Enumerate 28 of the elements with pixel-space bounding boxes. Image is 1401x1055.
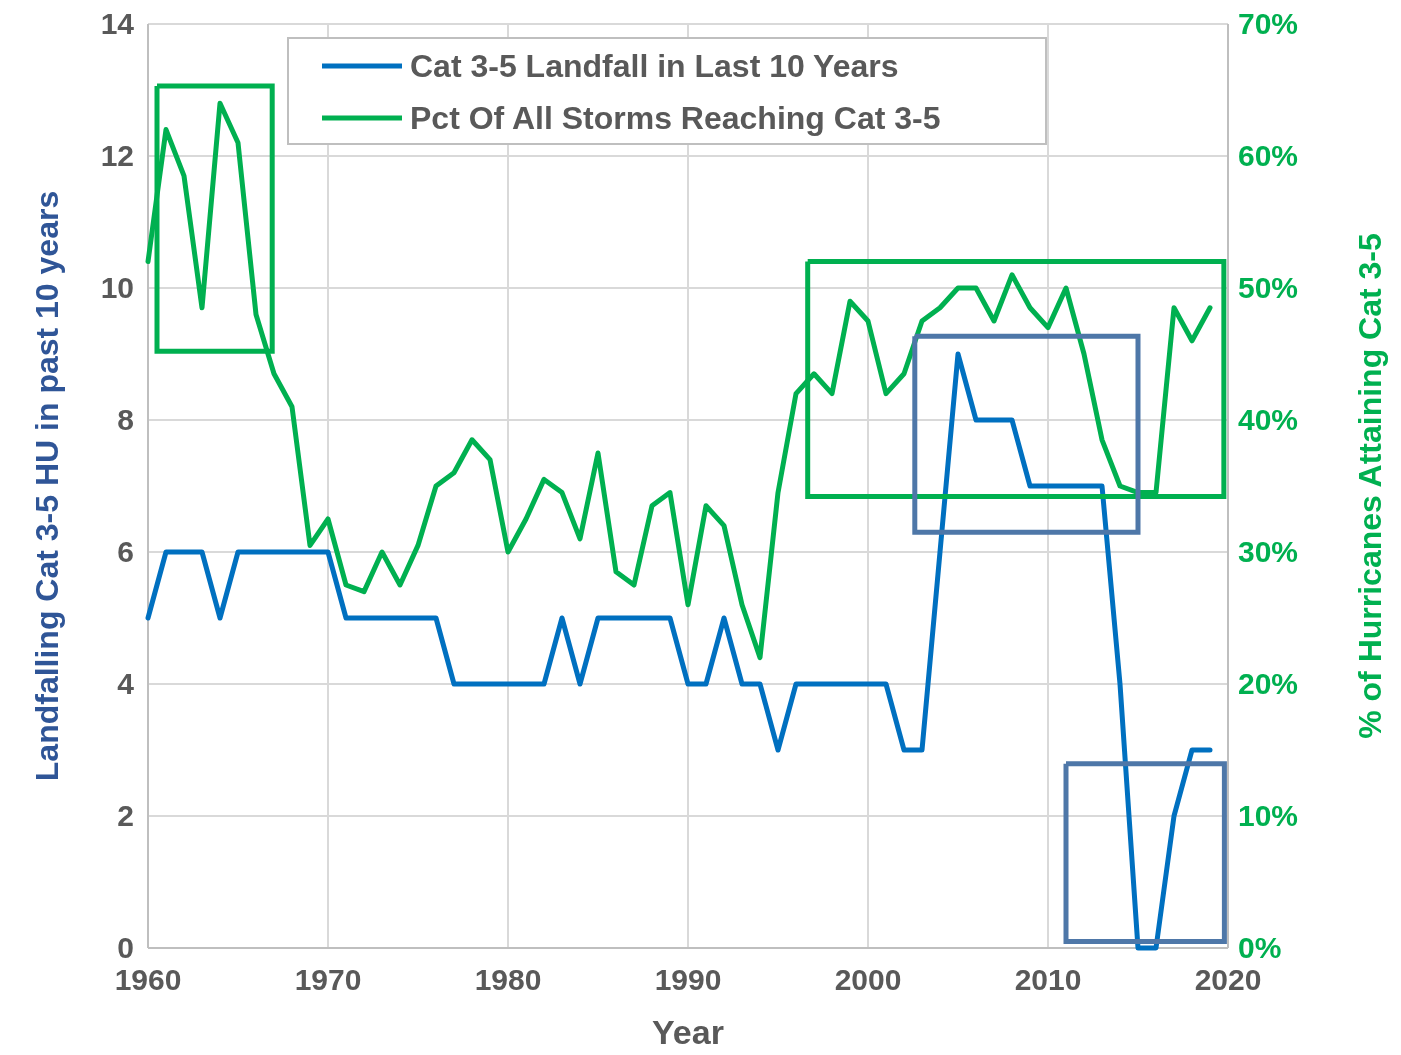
y2-tick-label: 50% <box>1238 271 1299 304</box>
x-tick-label: 1980 <box>474 963 542 996</box>
x-tick-label: 1960 <box>114 963 182 996</box>
x-tick-label: 2020 <box>1194 963 1262 996</box>
y2-tick-label: 20% <box>1238 667 1299 700</box>
y2-tick-label: 70% <box>1238 7 1299 40</box>
y-tick-label: 2 <box>117 799 134 832</box>
y-tick-label: 0 <box>117 931 134 964</box>
y-tick-label: 10 <box>100 271 134 304</box>
y2-axis-title: % of Hurricanes Attaining Cat 3-5 <box>1352 233 1388 739</box>
y-tick-label: 6 <box>117 535 134 568</box>
y-tick-label: 4 <box>117 667 135 700</box>
y-tick-label: 8 <box>117 403 134 436</box>
y2-tick-label: 40% <box>1238 403 1299 436</box>
y-axis-title: Landfalling Cat 3-5 HU in past 10 years <box>29 190 65 782</box>
y2-tick-label: 60% <box>1238 139 1299 172</box>
y2-tick-label: 10% <box>1238 799 1299 832</box>
y2-tick-label: 30% <box>1238 535 1299 568</box>
x-tick-label: 2000 <box>834 963 902 996</box>
legend-label: Cat 3-5 Landfall in Last 10 Years <box>410 48 899 84</box>
y-tick-label: 12 <box>100 139 134 172</box>
x-axis-title: Year <box>652 1013 724 1051</box>
legend-label: Pct Of All Storms Reaching Cat 3-5 <box>410 100 941 136</box>
x-tick-label: 1970 <box>294 963 362 996</box>
y2-tick-label: 0% <box>1238 931 1282 964</box>
x-tick-label: 1990 <box>654 963 722 996</box>
x-tick-label: 2010 <box>1014 963 1082 996</box>
y-tick-label: 14 <box>100 7 135 40</box>
